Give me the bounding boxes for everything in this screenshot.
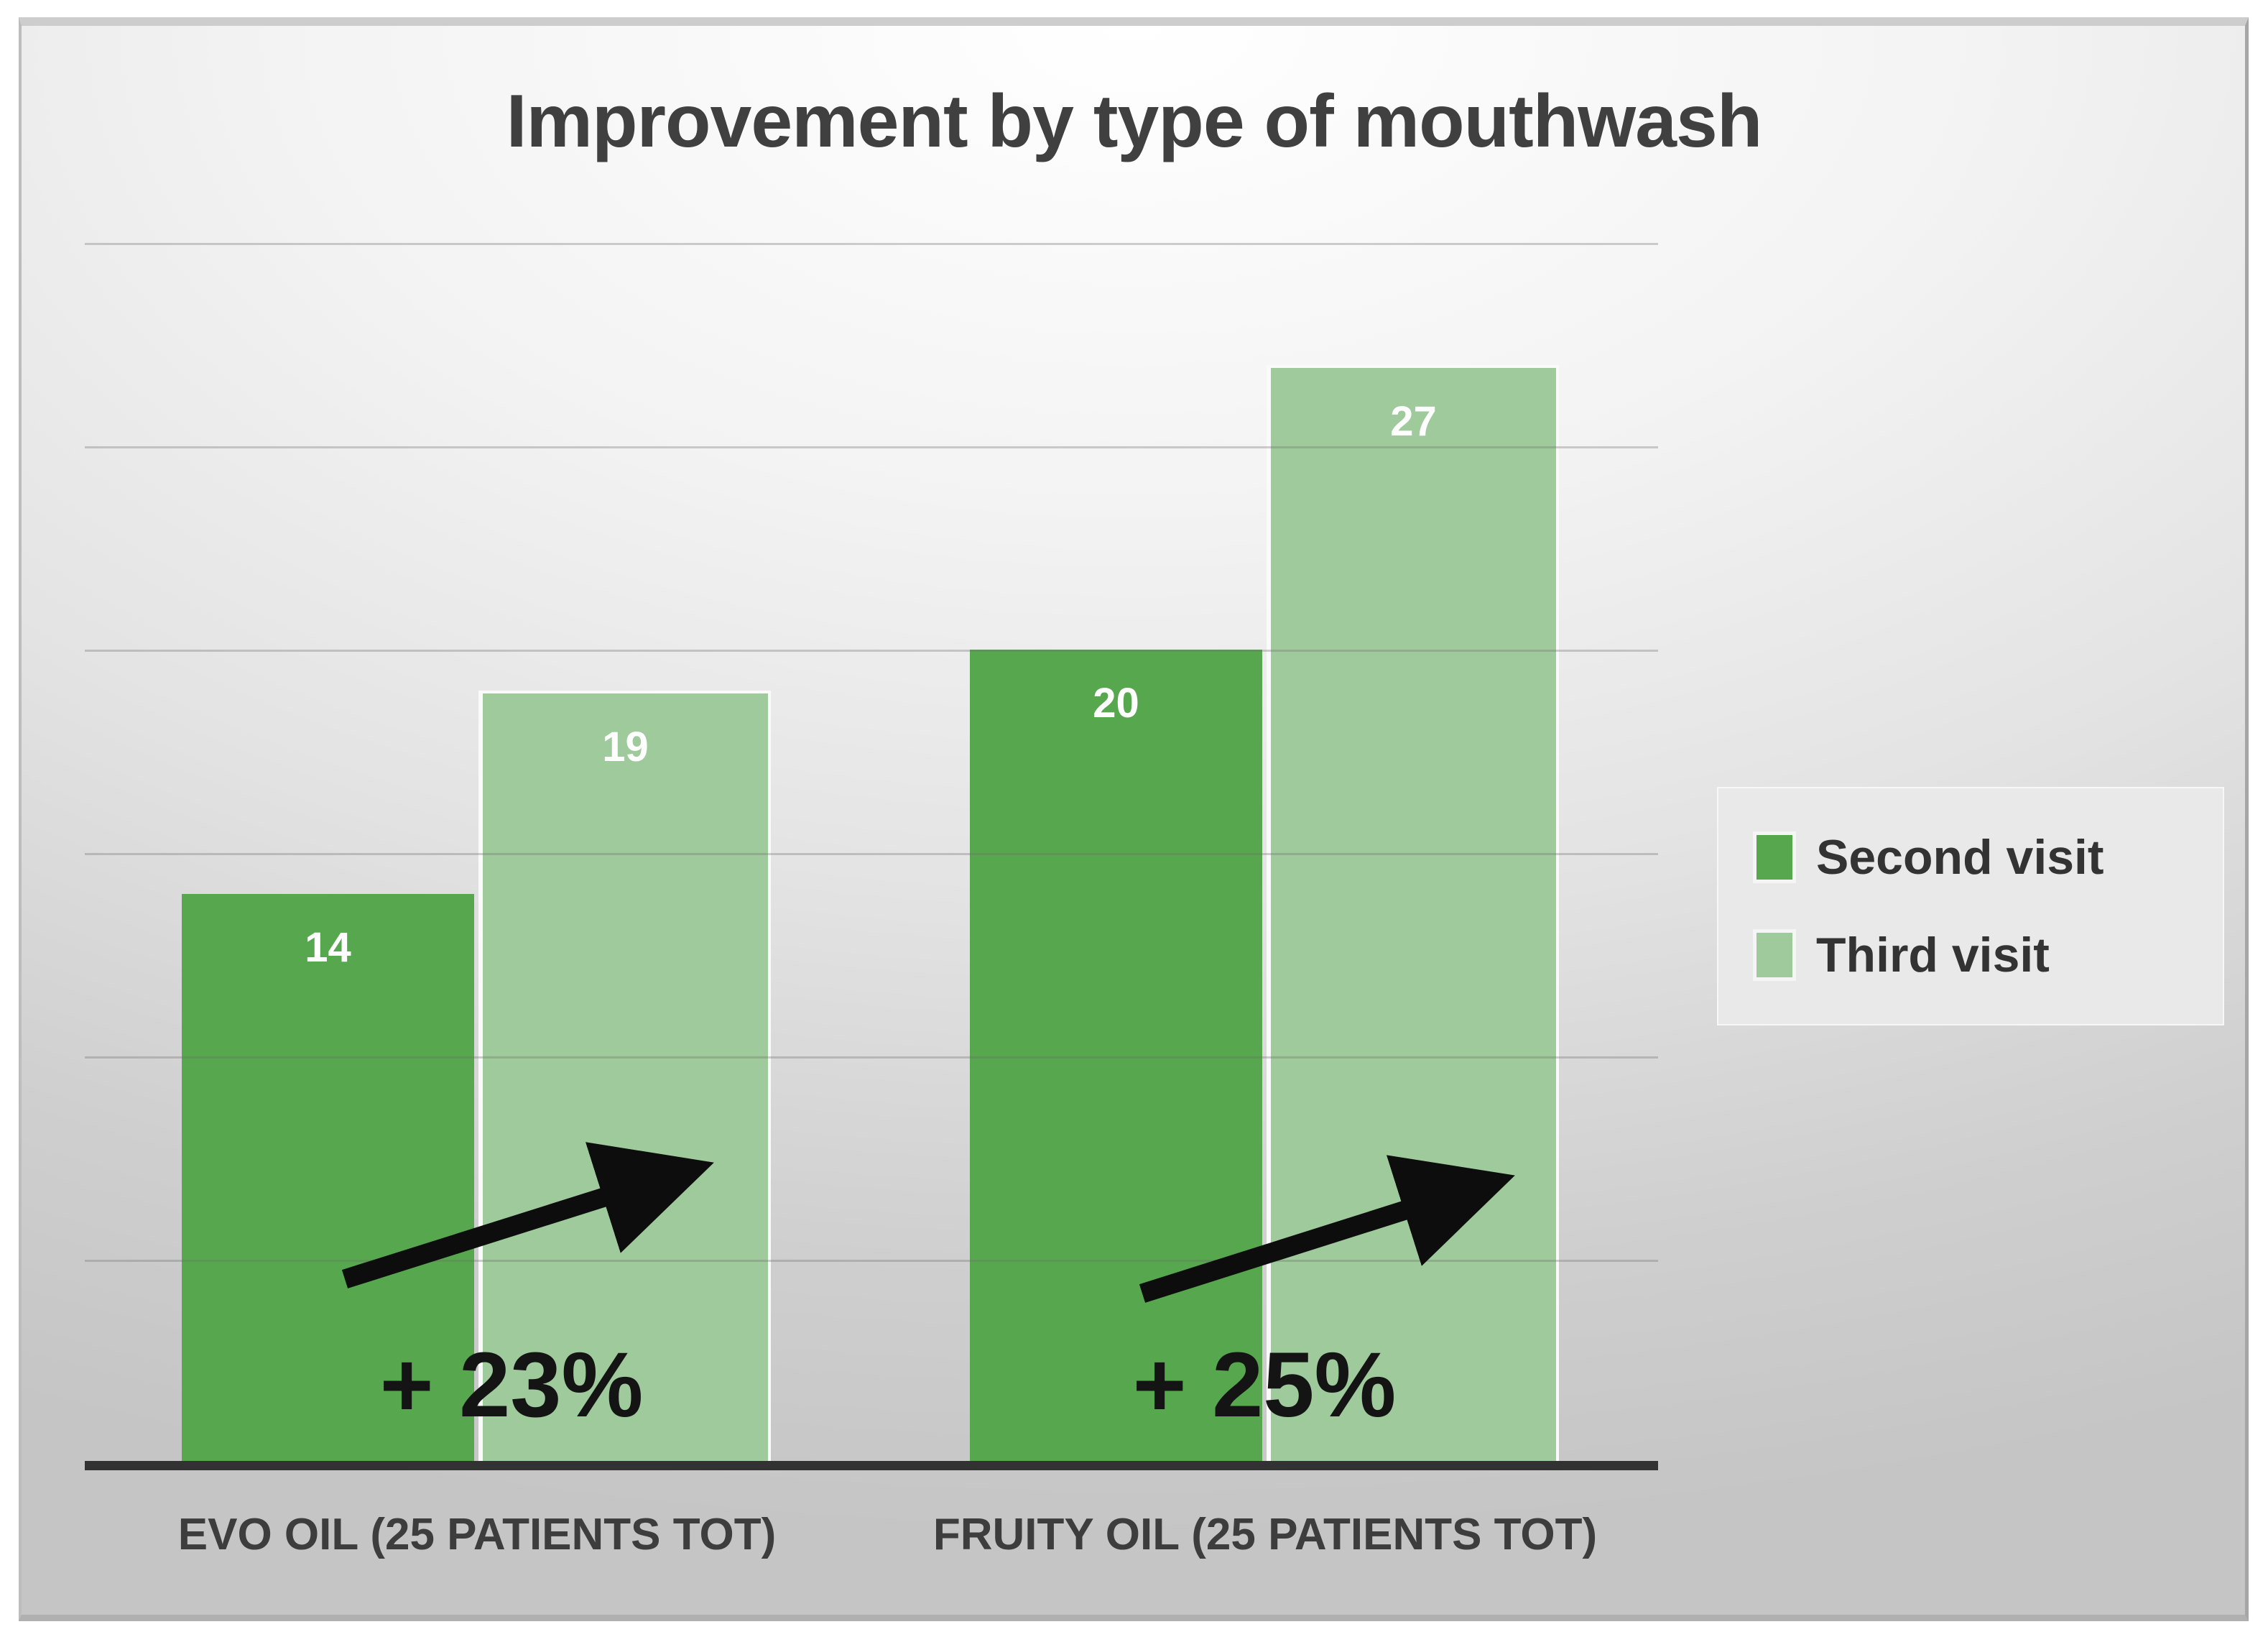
growth-annotation-evo-oil: + 23%	[379, 1334, 644, 1437]
gridline	[85, 243, 1658, 245]
legend-label: Second visit	[1816, 830, 2104, 885]
legend: Second visit Third visit	[1717, 787, 2224, 1025]
bar-second-visit-fruity-oil: 20	[970, 650, 1262, 1463]
legend-item-second-visit: Second visit	[1753, 829, 2223, 885]
bar-third-visit-evo-oil: 19	[478, 691, 771, 1463]
category-label-fruity-oil: FRUITY OIL (25 PATIENTS TOT)	[932, 1510, 1598, 1559]
bar-value-label: 27	[1390, 398, 1437, 445]
legend-item-third-visit: Third visit	[1753, 927, 2223, 983]
gridline	[85, 1260, 1658, 1262]
bar-value-label: 14	[305, 924, 351, 971]
third-visit-swatch-icon	[1753, 928, 1796, 981]
bar-value-label: 20	[1093, 680, 1139, 727]
gridline	[85, 650, 1658, 652]
bar-second-visit-evo-oil: 14	[182, 894, 474, 1463]
second-visit-swatch-icon	[1753, 831, 1796, 884]
category-label-evo-oil: EVO OIL (25 PATIENTS TOT)	[177, 1510, 777, 1559]
gridline	[85, 1056, 1658, 1059]
bar-value-label: 19	[602, 724, 649, 770]
gridline	[85, 853, 1658, 855]
legend-label: Third visit	[1816, 927, 2050, 982]
chart-title: Improvement by type of mouthwash	[506, 80, 1763, 163]
bar-third-visit-fruity-oil: 27	[1267, 365, 1559, 1463]
growth-annotation-fruity-oil: + 25%	[1132, 1334, 1397, 1437]
x-axis-line	[85, 1461, 1658, 1470]
gridline	[85, 446, 1658, 448]
